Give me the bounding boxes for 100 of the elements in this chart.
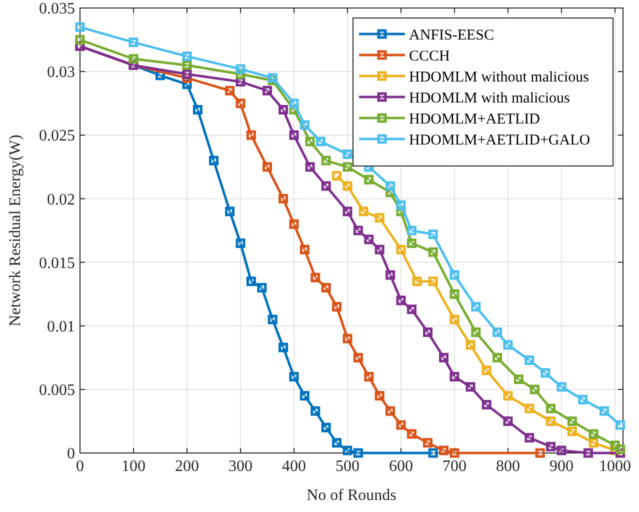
point: [236, 238, 246, 248]
point: [310, 406, 320, 416]
point: [353, 448, 363, 458]
legend-label: ANFIS-EESC: [409, 27, 494, 44]
point: [225, 206, 235, 216]
point: [450, 314, 460, 324]
legend-label: HDOMLM+AETLID: [409, 111, 540, 128]
point: [406, 304, 416, 314]
point: [262, 162, 272, 172]
point: [439, 446, 449, 456]
point: [75, 22, 85, 32]
y-tick-label: 0.015: [39, 254, 75, 272]
point: [471, 327, 481, 337]
y-tick-label: 0.02: [47, 191, 75, 208]
legend-label: HDOMLM with malicious: [409, 90, 570, 106]
point: [300, 120, 310, 130]
point: [246, 130, 256, 140]
point: [396, 420, 406, 430]
point: [374, 244, 384, 254]
legend-label: CCCH: [409, 48, 450, 64]
point: [316, 136, 326, 146]
point: [396, 200, 406, 210]
point: [450, 372, 460, 382]
point: [422, 327, 432, 337]
y-tick-label: 0.01: [47, 318, 75, 336]
point: [492, 352, 502, 362]
point: [262, 86, 272, 96]
point: [439, 352, 449, 362]
point: [208, 156, 218, 166]
point: [556, 382, 566, 392]
point: [450, 270, 460, 280]
point: [342, 149, 352, 159]
point: [616, 420, 626, 430]
point: [342, 446, 352, 456]
point: [332, 171, 342, 181]
x-axis-title: No of Rounds: [306, 487, 396, 504]
point: [305, 162, 315, 172]
point: [289, 372, 299, 382]
point: [530, 384, 540, 394]
point: [353, 352, 363, 362]
point: [406, 238, 416, 248]
point: [386, 406, 396, 416]
point: [546, 404, 556, 414]
y-tick-label: 0: [67, 446, 75, 463]
x-tick-label: 300: [228, 458, 252, 475]
point: [482, 400, 492, 410]
point: [428, 247, 438, 257]
point: [406, 226, 416, 236]
point: [567, 426, 577, 436]
point: [182, 60, 192, 70]
point: [332, 438, 342, 448]
point: [514, 374, 524, 384]
point: [428, 230, 438, 240]
point: [342, 206, 352, 216]
point: [342, 181, 352, 191]
point: [321, 181, 331, 191]
point: [600, 406, 610, 416]
point: [386, 270, 396, 280]
point: [128, 38, 138, 48]
point: [524, 432, 534, 442]
point: [268, 314, 278, 324]
point: [128, 54, 138, 64]
y-axis-title: Network Residual Energy(W): [7, 134, 24, 326]
point: [422, 438, 432, 448]
point: [289, 219, 299, 229]
x-tick-label: 1000: [598, 458, 631, 475]
x-tick-label: 700: [442, 458, 466, 475]
y-tick-label: 0.005: [39, 382, 75, 400]
point: [396, 244, 406, 254]
point: [321, 422, 331, 432]
point: [374, 213, 384, 223]
point: [524, 355, 534, 365]
point: [588, 438, 598, 448]
x-tick-label: 800: [496, 458, 520, 475]
point: [503, 340, 513, 350]
point: [556, 446, 566, 456]
x-tick-label: 900: [549, 458, 574, 475]
x-tick-label: 600: [388, 458, 413, 475]
point: [428, 448, 438, 458]
point: [342, 162, 352, 172]
point: [503, 391, 513, 401]
point: [192, 104, 202, 114]
point: [588, 429, 598, 439]
point: [257, 282, 267, 292]
point: [182, 69, 192, 79]
point: [471, 302, 481, 312]
point: [342, 334, 352, 344]
point: [616, 444, 626, 454]
point: [236, 98, 246, 108]
y-tick-label: 0.025: [39, 128, 75, 145]
point: [321, 156, 331, 166]
point: [540, 368, 550, 378]
point: [466, 340, 476, 350]
point: [386, 181, 396, 191]
point: [396, 296, 406, 306]
point: [482, 366, 492, 376]
point: [406, 429, 416, 439]
point: [450, 289, 460, 299]
point: [358, 206, 368, 216]
y-tick-label: 0.035: [39, 0, 75, 18]
